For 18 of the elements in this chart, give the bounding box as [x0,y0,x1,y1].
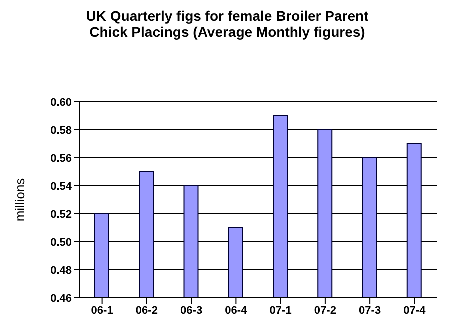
y-tick-label: 0.46 [50,292,72,305]
y-tick-label: 0.60 [50,96,72,109]
chart-title: UK Quarterly figs for female Broiler Parent Chick Placings (Average Monthly figures) [85,8,370,42]
x-tick-label: 07-4 [404,304,427,317]
x-tick-label: 06-1 [91,304,114,317]
y-tick-label: 0.58 [50,124,72,137]
y-tick-label: 0.56 [50,152,72,165]
x-tick-label: 06-2 [136,304,158,317]
x-tick-label: 07-2 [314,304,336,317]
x-tick-label: 06-4 [225,304,248,317]
y-axis-title: millions [12,178,28,222]
y-tick-label: 0.52 [50,208,72,221]
y-tick-label: 0.50 [50,236,72,249]
x-tick-label: 07-3 [359,304,382,317]
x-tick-label: 06-3 [180,304,203,317]
y-tick-label: 0.54 [50,180,73,193]
x-tick-label: 07-1 [270,304,292,317]
y-tick-label: 0.48 [50,264,72,277]
